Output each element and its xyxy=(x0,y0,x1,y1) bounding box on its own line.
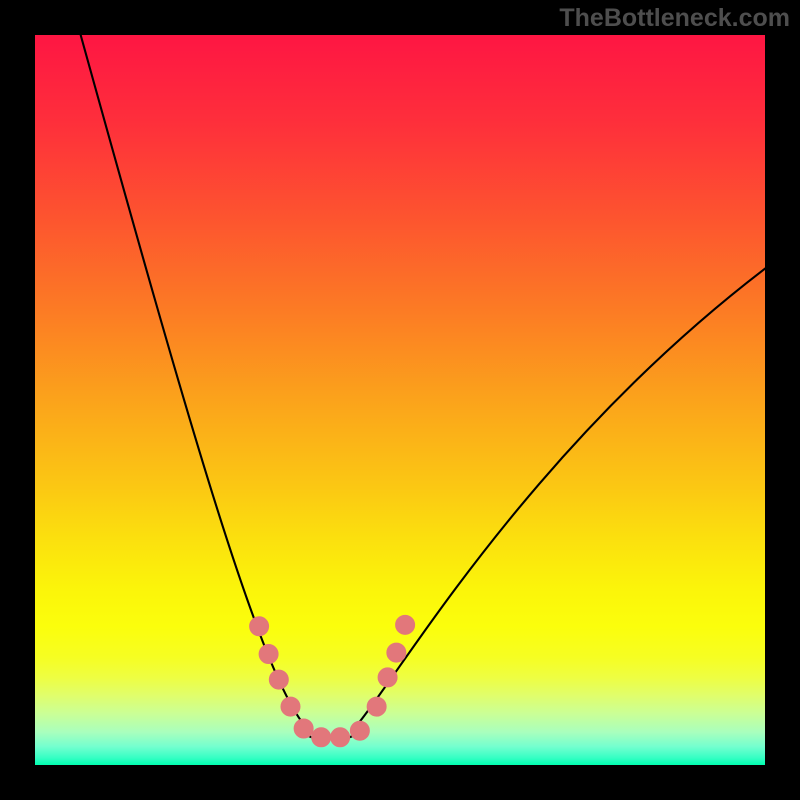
curve-marker xyxy=(350,721,369,740)
curve-marker xyxy=(331,728,350,747)
curve-marker xyxy=(250,617,269,636)
curve-marker xyxy=(281,697,300,716)
bottleneck-chart xyxy=(0,0,800,800)
curve-marker xyxy=(396,615,415,634)
curve-marker xyxy=(259,645,278,664)
curve-marker xyxy=(387,643,406,662)
watermark-text: TheBottleneck.com xyxy=(559,4,790,33)
curve-marker xyxy=(367,697,386,716)
curve-marker xyxy=(269,670,288,689)
chart-stage: TheBottleneck.com xyxy=(0,0,800,800)
curve-marker xyxy=(294,719,313,738)
curve-marker xyxy=(312,728,331,747)
curve-marker xyxy=(378,668,397,687)
